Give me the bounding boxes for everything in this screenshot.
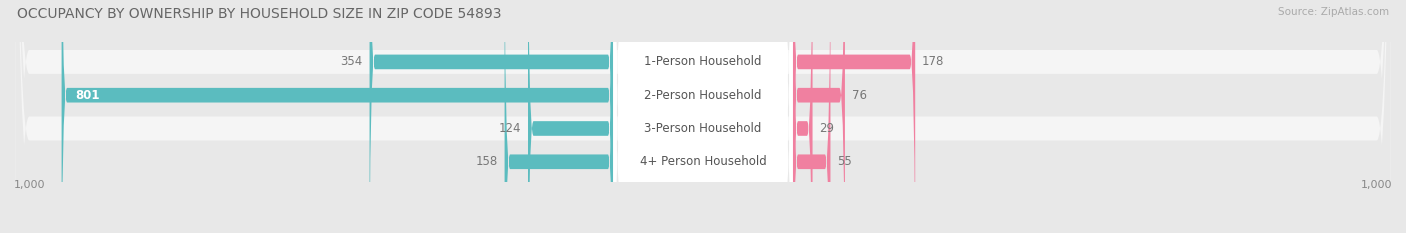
FancyBboxPatch shape — [15, 0, 1391, 233]
Text: 801: 801 — [76, 89, 100, 102]
FancyBboxPatch shape — [793, 0, 831, 233]
Text: 158: 158 — [475, 155, 498, 168]
FancyBboxPatch shape — [613, 0, 793, 233]
Text: 2-Person Household: 2-Person Household — [644, 89, 762, 102]
FancyBboxPatch shape — [505, 0, 613, 233]
FancyBboxPatch shape — [15, 0, 1391, 233]
FancyBboxPatch shape — [613, 0, 793, 233]
Text: 354: 354 — [340, 55, 363, 69]
Text: 1,000: 1,000 — [14, 180, 45, 190]
FancyBboxPatch shape — [793, 0, 915, 233]
FancyBboxPatch shape — [613, 0, 793, 233]
Text: Source: ZipAtlas.com: Source: ZipAtlas.com — [1278, 7, 1389, 17]
Text: 1-Person Household: 1-Person Household — [644, 55, 762, 69]
Legend: Owner-occupied, Renter-occupied: Owner-occupied, Renter-occupied — [568, 229, 838, 233]
FancyBboxPatch shape — [15, 0, 1391, 233]
FancyBboxPatch shape — [793, 0, 813, 233]
Text: OCCUPANCY BY OWNERSHIP BY HOUSEHOLD SIZE IN ZIP CODE 54893: OCCUPANCY BY OWNERSHIP BY HOUSEHOLD SIZE… — [17, 7, 502, 21]
Text: 4+ Person Household: 4+ Person Household — [640, 155, 766, 168]
Text: 29: 29 — [820, 122, 834, 135]
Text: 1,000: 1,000 — [1361, 180, 1392, 190]
Text: 55: 55 — [838, 155, 852, 168]
FancyBboxPatch shape — [529, 0, 613, 233]
FancyBboxPatch shape — [370, 0, 613, 233]
FancyBboxPatch shape — [15, 0, 1391, 233]
Text: 124: 124 — [499, 122, 522, 135]
Text: 3-Person Household: 3-Person Household — [644, 122, 762, 135]
FancyBboxPatch shape — [793, 0, 845, 233]
Text: 76: 76 — [852, 89, 868, 102]
Text: 178: 178 — [922, 55, 945, 69]
FancyBboxPatch shape — [613, 0, 793, 233]
FancyBboxPatch shape — [62, 0, 613, 233]
